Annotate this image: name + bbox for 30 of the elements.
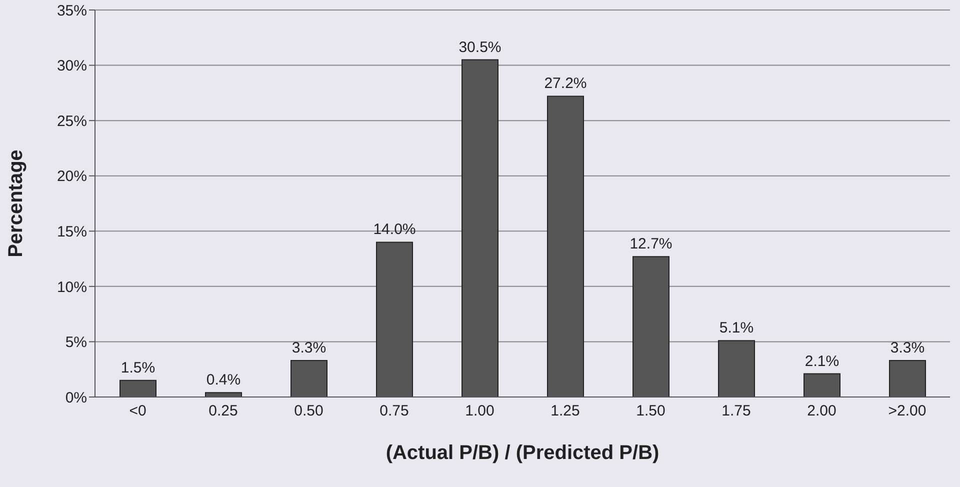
y-tick-label: 5%	[65, 334, 87, 352]
data-label: 3.3%	[292, 340, 326, 357]
y-tick-label: 25%	[56, 112, 87, 130]
data-label: 14.0%	[373, 221, 416, 238]
x-tick-label: 0.75	[380, 402, 409, 420]
data-label: 0.4%	[206, 372, 241, 389]
x-tick-label: 0.25	[208, 402, 238, 420]
y-tick-label: 10%	[56, 278, 87, 296]
y-tick-label: 35%	[56, 2, 87, 20]
data-label: 2.1%	[804, 352, 840, 370]
x-tick-label: 1.00	[465, 402, 494, 420]
x-tick-label: 1.75	[722, 402, 751, 420]
y-tick-label: 15%	[56, 223, 87, 240]
data-label: 27.2%	[544, 75, 587, 92]
x-tick-label: 1.50	[636, 402, 666, 420]
data-label: 1.5%	[120, 359, 156, 376]
y-tick-label: 20%	[56, 168, 87, 186]
data-label: 5.1%	[719, 320, 754, 337]
y-axis-title: Percentage	[5, 150, 28, 258]
data-label: 12.7%	[630, 236, 672, 253]
data-label: 3.3%	[890, 340, 925, 357]
x-tick-label: <0	[129, 402, 146, 420]
data-label: 30.5%	[458, 38, 502, 56]
y-tick-label: 30%	[56, 58, 87, 75]
x-tick-label: 0.50	[294, 402, 324, 420]
x-tick-label: >2.00	[888, 402, 926, 420]
x-tick-label: 2.00	[807, 402, 836, 420]
y-tick-label: 0%	[65, 389, 87, 406]
x-axis-title: (Actual P/B) / (Predicted P/B)	[386, 442, 660, 464]
x-tick-label: 1.25	[550, 402, 580, 420]
